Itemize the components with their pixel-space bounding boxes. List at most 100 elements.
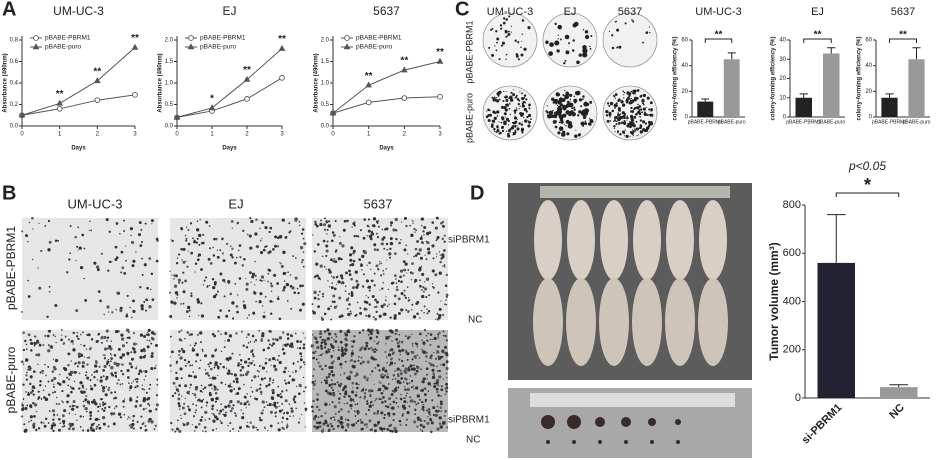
colony	[623, 97, 625, 99]
cell	[429, 362, 433, 367]
cell	[332, 389, 334, 392]
cell	[272, 338, 275, 341]
cell	[440, 385, 443, 388]
cell	[71, 427, 75, 431]
cell	[146, 286, 149, 290]
annotation: **	[400, 56, 408, 67]
colony	[568, 42, 571, 45]
cell	[420, 265, 422, 268]
cell	[151, 352, 154, 355]
cell	[265, 357, 267, 360]
colony	[528, 107, 531, 110]
cell	[385, 342, 387, 345]
cell	[185, 237, 188, 240]
cell	[414, 413, 417, 416]
colony	[516, 97, 520, 101]
cell	[420, 217, 424, 221]
cell	[363, 300, 367, 304]
cell	[299, 368, 301, 370]
cell	[76, 419, 78, 421]
cell	[445, 273, 448, 277]
cell	[327, 350, 331, 353]
row-label: NC	[466, 435, 480, 446]
cell	[373, 383, 375, 386]
cell	[332, 259, 335, 263]
cell	[431, 399, 434, 402]
cell	[264, 427, 266, 430]
cell	[407, 368, 411, 372]
cell	[447, 355, 449, 357]
cell	[153, 428, 156, 430]
colony	[642, 103, 645, 106]
cell	[69, 225, 72, 228]
cell	[213, 283, 217, 286]
colony	[569, 98, 572, 100]
cell	[209, 247, 212, 250]
cell	[357, 413, 359, 415]
cell	[88, 356, 91, 359]
cell	[314, 220, 317, 224]
cell	[345, 339, 348, 342]
colony	[516, 118, 518, 120]
cell	[108, 260, 112, 264]
cell	[188, 393, 190, 395]
cell	[400, 393, 402, 396]
cell	[313, 250, 317, 253]
cell	[365, 294, 367, 297]
cell	[407, 297, 410, 299]
cell	[354, 221, 356, 223]
cell	[100, 376, 103, 379]
cell	[296, 347, 299, 349]
cell	[246, 370, 250, 374]
cell	[299, 308, 302, 312]
cell	[189, 386, 191, 389]
cell	[211, 404, 215, 408]
cell	[117, 412, 122, 416]
cell	[81, 364, 85, 368]
cell	[194, 262, 198, 265]
cell	[318, 355, 320, 357]
cell	[313, 417, 317, 421]
cell	[85, 388, 88, 390]
colony	[558, 114, 564, 119]
cell	[323, 379, 327, 382]
colony	[639, 95, 643, 98]
cell	[203, 426, 207, 429]
colony	[508, 107, 511, 110]
cell	[39, 371, 42, 374]
y-tick-label: 2.0	[165, 38, 174, 44]
mouse	[665, 278, 695, 366]
cell	[130, 425, 134, 429]
cell	[281, 402, 284, 405]
cell	[356, 301, 359, 304]
cell	[200, 341, 202, 344]
cell	[196, 333, 199, 336]
cell	[444, 334, 447, 338]
cell	[427, 309, 431, 313]
cell	[383, 413, 386, 416]
cell	[382, 269, 385, 272]
colony	[504, 95, 508, 99]
cell	[440, 300, 442, 302]
cell	[443, 249, 446, 252]
cell	[432, 406, 436, 410]
cell	[261, 337, 263, 340]
cell	[24, 428, 28, 432]
cell	[299, 358, 303, 362]
cell	[438, 369, 441, 373]
cell	[103, 357, 107, 360]
colony	[518, 122, 521, 125]
cell	[74, 362, 77, 365]
cell	[404, 397, 406, 399]
colony	[650, 111, 652, 113]
cell	[403, 216, 407, 220]
cell	[444, 303, 446, 305]
cell	[239, 358, 243, 362]
cell	[119, 416, 122, 419]
cell	[47, 380, 50, 383]
cell	[126, 294, 129, 298]
cell	[292, 371, 294, 373]
cell	[360, 264, 363, 268]
cell	[316, 243, 320, 246]
cell	[351, 286, 355, 290]
